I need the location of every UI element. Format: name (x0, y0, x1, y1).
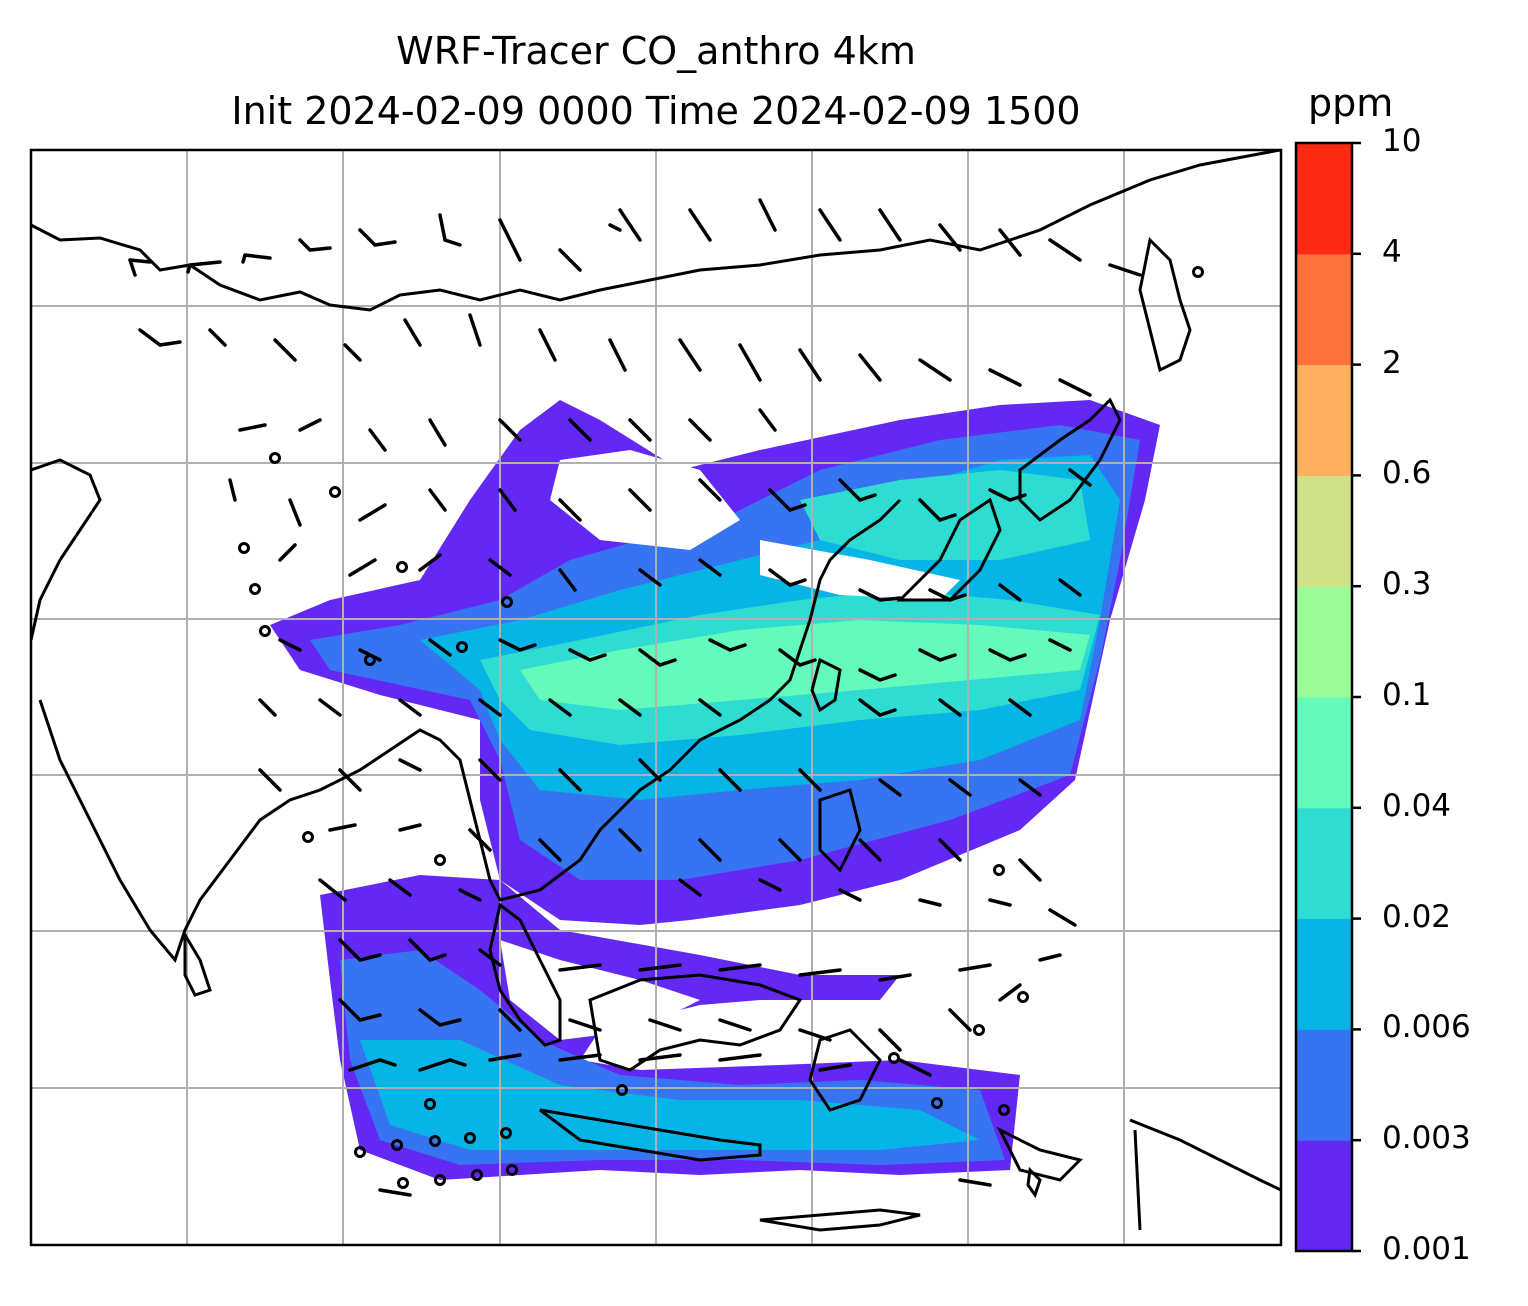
colorbar-segment (1296, 697, 1352, 809)
colorbar-segment (1296, 364, 1352, 476)
wind-barbs (128, 198, 1142, 1197)
colorbar-tick-label: 0.001 (1382, 1231, 1471, 1267)
colorbar-tick-label: 0.6 (1382, 455, 1432, 492)
colorbar-unit-label: ppm (1308, 81, 1394, 125)
colorbar-segment (1296, 475, 1352, 587)
colorbar-tick-label: 0.02 (1382, 898, 1452, 935)
colorbar (1296, 143, 1352, 1252)
colorbar-segment (1296, 1029, 1352, 1141)
coastlines (31, 150, 1281, 1232)
colorbar-tick-label: 4 (1382, 233, 1402, 270)
colorbar-segment (1296, 253, 1352, 366)
map-title-line-1: WRF-Tracer CO_anthro 4km (396, 29, 916, 73)
colorbar-tick-label: 0.006 (1382, 1009, 1471, 1046)
colorbar-tick-label: 2 (1382, 344, 1402, 381)
gridlines (31, 150, 1281, 1245)
tracer-field-north (270, 400, 1160, 925)
colorbar-segment (1296, 918, 1352, 1030)
colorbar-tick-label: 0.003 (1382, 1120, 1471, 1157)
colorbar-segment (1296, 586, 1352, 698)
colorbar-segment (1296, 1140, 1352, 1252)
colorbar-segment (1296, 143, 1352, 255)
colorbar-tick-label: 10 (1382, 123, 1422, 159)
colorbar-tick-label: 0.1 (1382, 677, 1432, 713)
map-panel (31, 150, 1281, 1245)
calm-wind-markers (238, 266, 1204, 1189)
map-title-line-2: Init 2024-02-09 0000 Time 2024-02-09 150… (231, 89, 1081, 133)
colorbar-ticks (1352, 141, 1361, 1253)
colorbar-tick-label: 0.04 (1382, 787, 1452, 824)
colorbar-segment (1296, 807, 1352, 920)
map-frame (29, 148, 1283, 1247)
colorbar-tick-label: 0.3 (1382, 566, 1432, 603)
